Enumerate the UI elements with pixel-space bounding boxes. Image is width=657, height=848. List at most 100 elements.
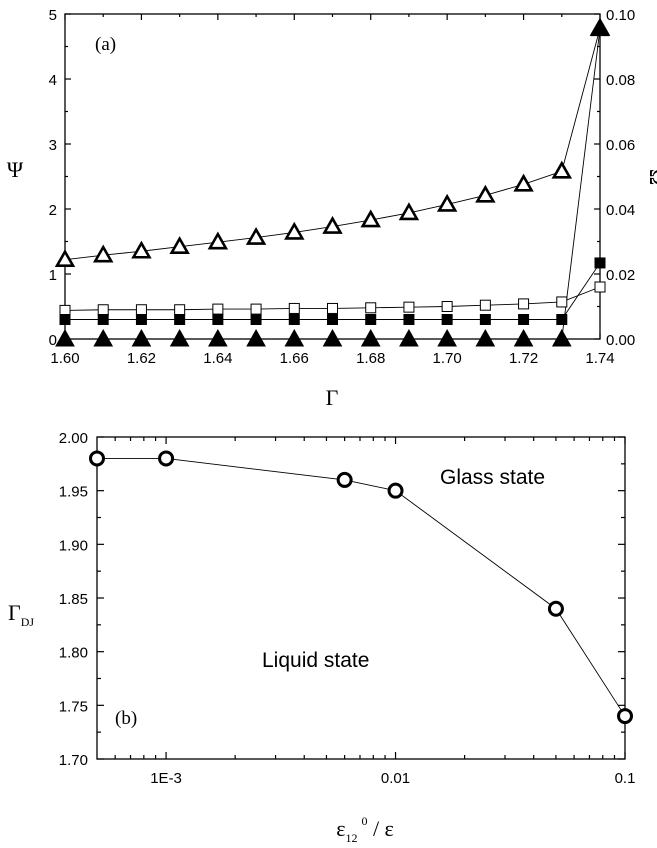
panel-a-y-tick-label: 0	[49, 332, 57, 349]
panel-a-marker-square-filled	[479, 314, 491, 325]
panel-b: 1E-3 0.01 0.11.701.751.801.851.901.952.00 …	[8, 430, 635, 845]
panel-a-marker-square-filled	[97, 314, 109, 325]
panel-a-marker-square-open	[594, 281, 606, 293]
panel-a-marker-square-filled	[518, 314, 530, 325]
panel-b-marker-circle	[89, 450, 105, 467]
panel-a-marker-square-open	[327, 302, 338, 314]
panel-a-marker-triangle-filled	[513, 328, 534, 347]
panel-a-marker-square-open	[97, 304, 109, 316]
panel-a-right-y-tick-label: 0.04	[606, 202, 635, 219]
panel-b-y-tick-label: 1.80	[59, 645, 88, 662]
panel-a-marker-square-filled	[556, 314, 568, 325]
panel-a: 1.60 1.62 1.64 1.66 1.68 1.70 1.72 1.74 0 1 2 3 4 5 0.…	[7, 7, 657, 410]
panel-a-marker-triangle-filled	[93, 328, 114, 347]
panel-a-marker-triangle-filled	[475, 328, 496, 347]
panel-a-y-tick-label: 2	[49, 202, 57, 219]
y-label-gamma: Γ	[8, 600, 21, 625]
panel-b-y-tick-label: 1.85	[59, 591, 88, 608]
y-label-subscript: DJ	[21, 615, 35, 629]
panel-a-marker-triangle-filled	[208, 328, 228, 347]
panel-a-y-tick-label: 1	[49, 267, 57, 284]
panel-a-marker-triangle-open	[551, 160, 573, 179]
panel-a-marker-triangle-open	[398, 202, 420, 221]
panel-a-markers	[54, 17, 611, 347]
panel-b-series-line	[97, 458, 626, 717]
panel-a-right-y-tick-label: 0.02	[606, 267, 635, 284]
panel-a-marker-triangle-open	[513, 173, 534, 192]
panel-a-plot-frame	[64, 13, 601, 340]
panel-a-marker-square-open	[135, 304, 147, 316]
panel-a-marker-triangle-open	[322, 215, 343, 234]
panel-a-marker-square-open	[518, 298, 530, 310]
panel-a-marker-triangle-open	[207, 231, 229, 250]
panel-a-marker-square-filled	[403, 314, 415, 325]
panel-a-x-tick-label: 1.72	[509, 350, 538, 367]
panel-a-y-tick-label: 5	[49, 7, 57, 24]
panel-a-marker-square-open	[441, 301, 453, 312]
panel-a-marker-triangle-filled	[551, 328, 572, 347]
panel-a-marker-square-open	[174, 304, 186, 316]
panel-a-marker-square-open	[59, 304, 71, 316]
panel-a-marker-square-open	[556, 296, 568, 308]
panel-a-marker-triangle-open	[54, 249, 76, 268]
panel-b-marker-circle	[387, 482, 404, 499]
panel-a-marker-square-filled	[288, 314, 300, 325]
panel-a-marker-square-filled	[441, 314, 453, 325]
panel-b-y-tick-label: 2.00	[59, 430, 88, 447]
panel-b-lines	[97, 458, 626, 717]
panel-a-marker-square-open	[403, 301, 415, 313]
panel-a-marker-triangle-filled	[437, 328, 457, 347]
panel-b-y-tick-label: 1.70	[59, 752, 88, 769]
panel-a-marker-square-filled	[365, 314, 377, 325]
panel-a-marker-triangle-filled	[131, 328, 152, 347]
panel-a-marker-triangle-filled	[590, 18, 610, 37]
panel-a-x-tick-label: 1.60	[50, 350, 79, 367]
panel-a-x-tick-label: 1.74	[585, 350, 614, 367]
annotation-glass-state: Glass state	[440, 466, 545, 489]
panel-a-right-y-tick-label: 0.08	[606, 72, 635, 89]
panel-a-marker-triangle-open	[436, 193, 458, 212]
panel-a-marker-square-filled	[174, 314, 186, 325]
panel-a-marker-triangle-open	[245, 226, 267, 245]
panel-b-x-tick-label: 1E-3	[150, 770, 182, 787]
x-label-tail: / ε	[367, 816, 393, 841]
panel-a-marker-square-open	[365, 302, 377, 314]
panel-a-x-tick-label: 1.62	[127, 350, 156, 367]
panel-a-marker-square-open	[250, 303, 262, 315]
panel-b-markers	[89, 450, 633, 725]
panel-b-x-axis-label: ε12 0 / ε	[336, 814, 394, 845]
panel-a-x-tick-label: 1.66	[280, 350, 309, 367]
panel-a-marker-square-filled	[594, 257, 606, 269]
panel-a-marker-square-open	[479, 299, 491, 311]
panel-a-right-y-tick-label: 0.00	[606, 332, 635, 349]
panel-b-x-tick-label: 0.1	[615, 770, 636, 787]
panel-a-marker-triangle-open	[92, 244, 114, 263]
panel-a-marker-square-filled	[135, 314, 147, 325]
panel-a-y-axis-label: Ψ	[7, 157, 24, 182]
panel-a-marker-triangle-open	[284, 221, 305, 240]
panel-b-ticks: 1E-3 0.01 0.1 1.70 1.75 1.80 1.85 1.90 1.95 2.00	[59, 430, 636, 787]
panel-a-x-tick-label: 1.70	[433, 350, 462, 367]
panel-a-marker-triangle-filled	[399, 328, 419, 347]
panel-a-marker-triangle-open	[475, 184, 496, 203]
panel-b-y-tick-label: 1.95	[59, 484, 88, 501]
panel-a-marker-square-filled	[327, 314, 338, 325]
panel-b-y-tick-label: 1.75	[59, 698, 88, 715]
panel-a-marker-square-filled	[250, 314, 262, 325]
panel-b-marker-circle	[158, 450, 175, 467]
panel-a-marker-triangle-open	[131, 240, 152, 259]
panel-b-marker-circle	[547, 600, 564, 617]
panel-a-marker-square-filled	[59, 314, 71, 325]
panel-b-marker-circle	[617, 708, 633, 725]
panel-a-marker-triangle-open	[360, 209, 381, 228]
panel-a-label: (a)	[95, 34, 116, 55]
panel-a-right-y-axis-label: Ω	[645, 169, 657, 185]
panel-a-marker-triangle-filled	[322, 328, 343, 347]
panel-a-marker-triangle-filled	[169, 328, 190, 347]
panel-a-marker-triangle-filled	[360, 328, 381, 347]
panel-a-y-tick-label: 4	[49, 72, 57, 89]
panel-a-marker-square-open	[288, 302, 300, 314]
panel-b-marker-circle	[336, 471, 353, 488]
panel-a-y-tick-label: 3	[49, 137, 57, 154]
